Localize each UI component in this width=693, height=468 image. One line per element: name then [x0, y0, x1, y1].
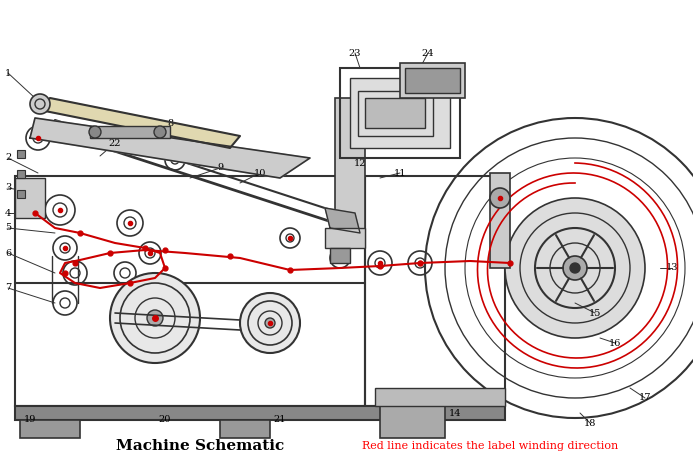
Circle shape — [89, 126, 101, 138]
Bar — [15, 178, 45, 218]
Text: 16: 16 — [609, 338, 621, 348]
Text: Red line indicates the label winding direction: Red line indicates the label winding dir… — [362, 441, 618, 451]
Bar — [400, 63, 465, 98]
Text: 20: 20 — [159, 416, 171, 424]
Bar — [325, 228, 365, 248]
Circle shape — [265, 318, 275, 328]
Polygon shape — [40, 98, 240, 148]
Polygon shape — [325, 208, 360, 233]
Bar — [15, 176, 365, 406]
Circle shape — [240, 293, 300, 353]
Text: 12: 12 — [353, 159, 366, 168]
Circle shape — [570, 263, 580, 273]
Polygon shape — [30, 118, 310, 178]
Text: 4: 4 — [5, 209, 11, 218]
Circle shape — [563, 256, 587, 280]
Text: 1: 1 — [5, 68, 11, 78]
Text: 7: 7 — [5, 284, 11, 292]
Text: 23: 23 — [349, 49, 361, 58]
Text: 24: 24 — [422, 49, 435, 58]
Bar — [20, 420, 80, 438]
Text: 15: 15 — [589, 308, 602, 317]
Text: 11: 11 — [394, 168, 406, 177]
Bar — [15, 406, 505, 420]
Text: 3: 3 — [5, 183, 11, 192]
Bar — [380, 398, 445, 438]
Text: 2: 2 — [5, 154, 11, 162]
Circle shape — [154, 126, 166, 138]
Bar — [17, 150, 25, 158]
Text: 17: 17 — [639, 394, 651, 402]
Bar — [90, 126, 170, 138]
Text: 9: 9 — [217, 163, 223, 173]
Bar — [490, 173, 510, 268]
Circle shape — [110, 273, 200, 363]
Circle shape — [147, 310, 163, 326]
Text: 10: 10 — [254, 168, 266, 177]
Circle shape — [490, 188, 510, 208]
Bar — [405, 68, 460, 93]
Bar — [375, 388, 505, 406]
Bar — [365, 176, 505, 406]
Circle shape — [30, 94, 50, 114]
Text: 19: 19 — [24, 416, 36, 424]
Text: 21: 21 — [274, 416, 286, 424]
Text: Machine Schematic: Machine Schematic — [116, 439, 284, 453]
Bar — [340, 68, 460, 158]
Text: 14: 14 — [449, 409, 462, 417]
Text: 6: 6 — [5, 249, 11, 257]
Bar — [365, 98, 425, 128]
Bar — [17, 170, 25, 178]
Bar — [330, 248, 350, 263]
Bar — [220, 420, 270, 438]
Text: 22: 22 — [109, 139, 121, 147]
Text: 18: 18 — [584, 418, 596, 427]
Bar — [335, 98, 365, 238]
Text: 13: 13 — [666, 263, 678, 272]
Circle shape — [505, 198, 645, 338]
Text: 8: 8 — [167, 118, 173, 127]
Text: 5: 5 — [5, 224, 11, 233]
Bar — [17, 190, 25, 198]
Bar — [358, 91, 433, 136]
Bar — [350, 78, 450, 148]
